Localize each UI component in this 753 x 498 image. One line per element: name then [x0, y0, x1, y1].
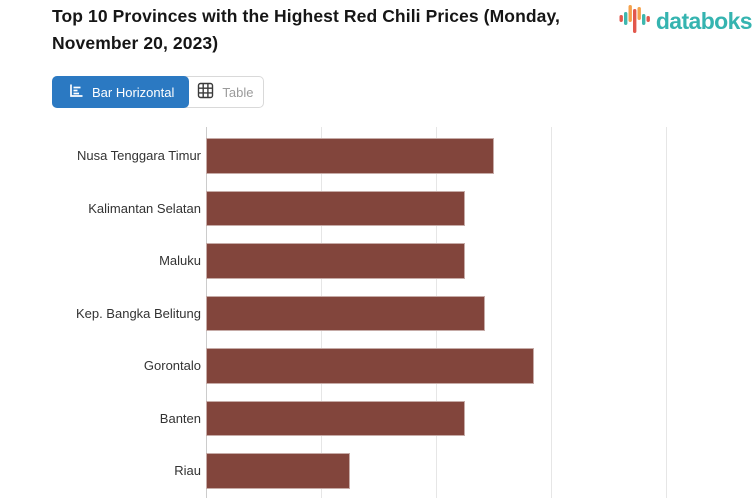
table-view-label: Table	[222, 84, 254, 100]
category-label: Riau	[174, 463, 201, 478]
view-toggle-group: Bar Horizontal Table	[52, 76, 265, 108]
bar-horizontal-view-button[interactable]: Bar Horizontal	[52, 76, 190, 108]
bar-horizontal-view-label: Bar Horizontal	[92, 84, 175, 100]
page-title-line-1: Top 10 Provinces with the Highest Red Ch…	[52, 6, 560, 26]
bar-maluku[interactable]	[206, 243, 465, 279]
logo-wordmark: databoks	[655, 8, 753, 34]
value-gridline	[550, 127, 552, 498]
bar-nusa-tenggara-timur[interactable]	[206, 138, 494, 174]
bar-kalimantan-selatan[interactable]	[206, 190, 465, 226]
waveform-bars-icon	[619, 4, 653, 39]
bar-riau[interactable]	[206, 453, 350, 489]
page-title: Top 10 Provinces with the Highest Red Ch…	[52, 3, 617, 57]
value-gridline	[665, 127, 667, 498]
category-label: Banten	[159, 410, 201, 426]
bar-gorontalo[interactable]	[206, 348, 535, 384]
table-grid-icon	[196, 81, 215, 103]
category-label: Maluku	[159, 253, 201, 268]
bar-horizontal-chart-icon	[67, 82, 85, 103]
databoks-logo: databoks	[619, 4, 753, 39]
bar-banten[interactable]	[206, 400, 465, 436]
category-label: Kalimantan Selatan	[88, 200, 201, 216]
category-label: Kep. Bangka Belitung	[75, 305, 201, 321]
category-label: Gorontalo	[143, 358, 201, 373]
bar-kep-bangka-belitung[interactable]	[206, 295, 485, 331]
table-view-button[interactable]: Table	[188, 77, 263, 107]
page-title-line-2: November 20, 2023)	[52, 33, 219, 53]
horizontal-bar-chart: Nusa Tenggara Timur Kalimantan Selatan Mal…	[0, 127, 753, 498]
category-label: Nusa Tenggara Timur	[76, 148, 201, 163]
